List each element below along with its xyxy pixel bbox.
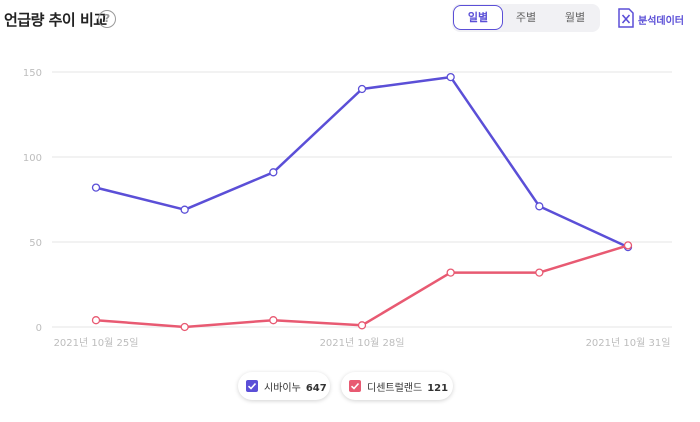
y-tick-label: 0 (36, 323, 42, 334)
data-point[interactable] (269, 168, 278, 177)
series-1 (91, 72, 633, 252)
data-point[interactable] (446, 268, 455, 277)
series-line (95, 75, 629, 249)
period-daily-button[interactable]: 일별 (453, 5, 503, 30)
x-axis-ticks: 2021년 10월 25일 2021년 10월 28일 2021년 10월 31일 (54, 337, 671, 349)
data-point[interactable] (180, 205, 189, 214)
question-circle-icon[interactable]: ? (98, 10, 116, 28)
period-monthly-button[interactable]: 월별 (564, 11, 586, 24)
excel-file-icon (618, 8, 634, 28)
period-weekly-button[interactable]: 주별 (515, 11, 537, 24)
legend-series-count: 121 (427, 383, 449, 394)
data-point[interactable] (357, 84, 367, 94)
period-toggle: 일별 주별 월별 (452, 4, 600, 32)
legend: 시바이누 647 디센트럴랜드 121 (0, 372, 700, 402)
series-lines (91, 72, 633, 332)
data-point[interactable] (446, 72, 455, 82)
series-2 (91, 241, 633, 332)
series-line (95, 244, 629, 329)
y-tick-label: 100 (23, 153, 42, 164)
checkbox-checked-icon (246, 380, 258, 392)
y-tick-label: 50 (29, 238, 42, 249)
y-axis-ticks: 0 50 100 150 (23, 68, 42, 334)
data-point[interactable] (535, 268, 544, 277)
data-point[interactable] (269, 316, 278, 325)
data-point[interactable] (180, 322, 189, 332)
legend-series-count: 647 (305, 383, 327, 394)
data-point[interactable] (535, 202, 544, 211)
export-label: 분석데이터 (638, 16, 684, 27)
legend-item-series-1[interactable]: 시바이누 647 (238, 372, 330, 400)
chart-header: 언급량 추이 비교 ? 일별 주별 월별 분석데이터 (0, 0, 700, 40)
data-point[interactable] (623, 241, 633, 250)
legend-series-name: 시바이누 (264, 383, 301, 394)
checkbox-checked-icon (349, 380, 361, 392)
x-tick-label: 2021년 10월 28일 (320, 337, 405, 349)
legend-item-series-2[interactable]: 디센트럴랜드 121 (341, 372, 453, 400)
legend-series-name: 디센트럴랜드 (367, 383, 423, 394)
x-tick-label: 2021년 10월 31일 (586, 337, 671, 349)
chart-title: 언급량 추이 비교 (4, 11, 107, 29)
y-tick-label: 150 (23, 68, 42, 79)
data-point[interactable] (91, 183, 101, 192)
data-point[interactable] (357, 321, 367, 330)
data-point[interactable] (91, 316, 101, 325)
x-tick-label: 2021년 10월 25일 (54, 337, 139, 349)
